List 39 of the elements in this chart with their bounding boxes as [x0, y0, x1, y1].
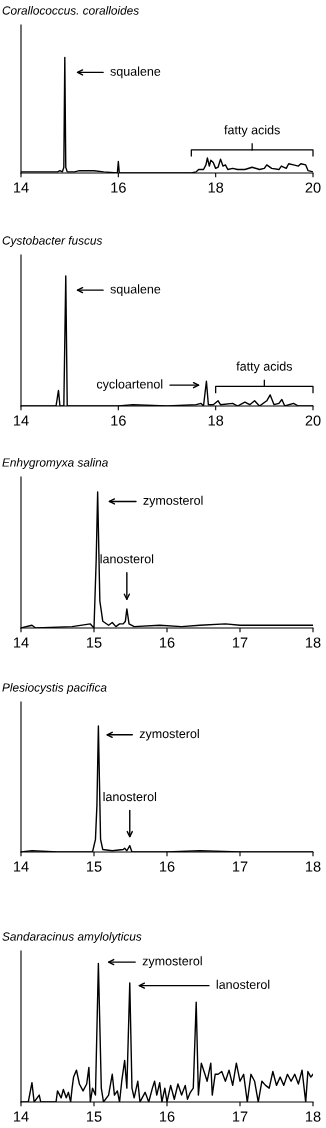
x-tick-label: 18	[208, 182, 224, 193]
annotation: lanosterol	[103, 791, 157, 802]
x-tick-label: 16	[160, 861, 175, 872]
x-tick-label: 14	[14, 861, 29, 872]
annotation: squalene	[110, 284, 161, 296]
annotation: zymosterol	[139, 728, 199, 741]
annotation: fatty acids	[236, 361, 293, 374]
x-tick-label: 18	[208, 415, 224, 426]
x-tick-label: 17	[233, 861, 248, 872]
annotation: cycloartenol	[96, 379, 163, 391]
x-tick-label: 17	[233, 637, 248, 648]
chart-title: Corallococcus. coralloides	[2, 6, 139, 15]
annotation: lanosterol	[216, 979, 270, 989]
x-tick-label: 20	[305, 415, 321, 426]
x-tick-label: 16	[160, 1111, 175, 1122]
x-tick-label: 20	[305, 182, 321, 193]
x-tick-label: 16	[111, 182, 126, 193]
x-tick-label: 18	[306, 861, 321, 872]
x-tick-label: 14	[14, 637, 29, 648]
chart-title: Enhygromyxa salina	[2, 458, 108, 469]
annotation: zymosterol	[143, 495, 203, 508]
annotation: zymosterol	[142, 956, 202, 968]
x-tick-label: 16	[160, 637, 175, 648]
x-tick-label: 15	[87, 637, 102, 648]
x-tick-label: 15	[87, 861, 102, 872]
annotation: fatty acids	[224, 125, 280, 137]
x-tick-label: 14	[14, 1111, 29, 1122]
x-tick-label: 15	[87, 1111, 102, 1122]
chart-title: Sandaracinus amylolyticus	[2, 931, 142, 943]
x-tick-label: 17	[233, 1111, 248, 1122]
x-tick-label: 18	[306, 637, 321, 648]
x-tick-label: 18	[306, 1111, 321, 1122]
chart-title: Cystobacter fuscus	[2, 236, 103, 247]
x-tick-label: 14	[14, 182, 29, 193]
x-tick-label: 16	[111, 415, 126, 426]
annotation: squalene	[110, 66, 161, 79]
chart-title: Plesiocystis pacifica	[2, 683, 107, 694]
x-tick-label: 14	[14, 415, 29, 426]
annotation: lanosterol	[100, 554, 154, 564]
